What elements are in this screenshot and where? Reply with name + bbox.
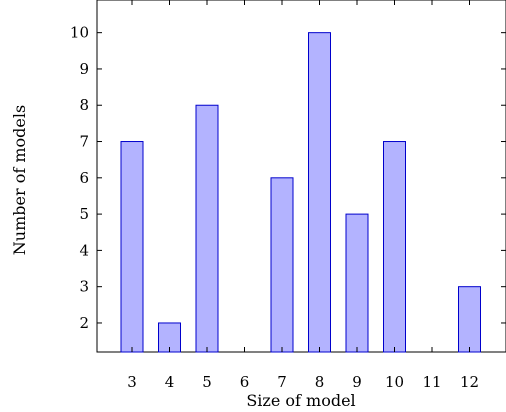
x-tick-label-8: 8: [315, 373, 325, 391]
x-tick-label-6: 6: [240, 373, 250, 391]
y-ticks-group: 2 3 4 5 6 7 8 9 10: [70, 24, 506, 332]
bars-group: [120, 32, 481, 353]
bar-size-3: [120, 141, 144, 353]
x-tick-label-9: 9: [352, 373, 362, 391]
bar-size-5: [195, 104, 219, 353]
y-tick-label-2: 2: [79, 314, 89, 332]
y-tick-label-10: 10: [70, 24, 89, 42]
y-tick-label-3: 3: [79, 278, 89, 296]
bar-size-9: [345, 213, 369, 353]
y-tick-label-6: 6: [79, 169, 89, 187]
x-tick-label-3: 3: [127, 373, 137, 391]
bar-size-12: [458, 286, 481, 353]
x-tick-label-5: 5: [202, 373, 212, 391]
y-tick-label-9: 9: [79, 60, 89, 78]
y-tick-label-4: 4: [79, 241, 89, 259]
y-tick-label-7: 7: [79, 133, 89, 151]
plot-frame: [96, 0, 506, 353]
y-axis-label: Number of models: [10, 105, 29, 255]
x-tick-label-10: 10: [385, 373, 404, 391]
x-tick-label-7: 7: [277, 373, 287, 391]
bar-size-8: [308, 32, 331, 353]
x-tick-label-12: 12: [460, 373, 479, 391]
x-ticks-group: 3 4 5 6 7 8 9 10 11 12: [127, 0, 479, 391]
y-tick-label-5: 5: [79, 205, 89, 223]
y-tick-label-8: 8: [79, 96, 89, 114]
x-tick-label-11: 11: [422, 373, 441, 391]
bar-size-7: [270, 177, 294, 353]
bar-size-10: [383, 141, 406, 353]
x-axis-label: Size of model: [246, 391, 355, 410]
x-tick-label-4: 4: [165, 373, 175, 391]
